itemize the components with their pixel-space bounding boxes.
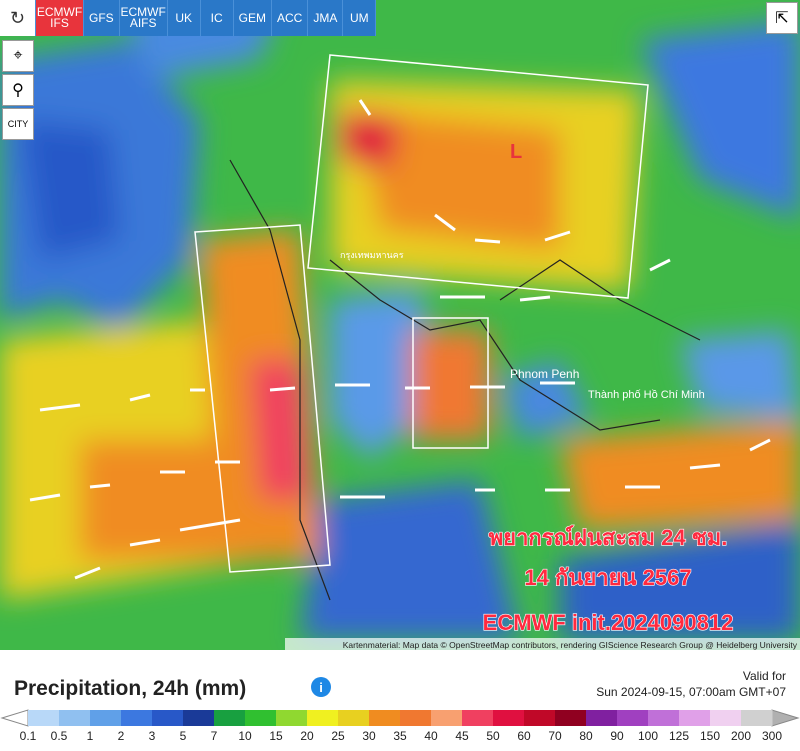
model-button[interactable]: ECMWF IFS — [36, 0, 84, 36]
scale-tick-label: 0.1 — [20, 729, 37, 743]
scale-swatch — [462, 710, 494, 726]
scale-swatch — [121, 710, 153, 726]
scale-tick-label: 1 — [87, 729, 94, 743]
scale-tick-label: 40 — [424, 729, 438, 743]
model-button[interactable]: UK — [167, 0, 201, 36]
attribution: Kartenmaterial: Map data © OpenStreetMap… — [343, 640, 798, 650]
scale-swatch — [59, 710, 91, 726]
scale-tick-label: 20 — [300, 729, 314, 743]
scale-swatch — [307, 710, 339, 726]
model-button[interactable]: IC — [200, 0, 234, 36]
scale-tick-label: 3 — [149, 729, 156, 743]
scale-tick-label: 35 — [393, 729, 407, 743]
map-label: L — [510, 141, 522, 163]
valid-time: Sun 2024-09-15, 07:00am GMT+07 — [596, 685, 786, 699]
scale-tick-label: 80 — [579, 729, 593, 743]
model-toolbar: ↻ ECMWF IFS GFS ECMWF AIFS UK IC GEM ACC JMA UM — [0, 0, 377, 36]
scale-tick-label: 200 — [731, 729, 751, 743]
info-button[interactable] — [311, 677, 331, 697]
model-button[interactable]: ECMWF AIFS — [119, 0, 168, 36]
scale-swatch — [524, 710, 556, 726]
scale-tick-label: 90 — [610, 729, 624, 743]
scale-tick-label: 60 — [517, 729, 531, 743]
scale-swatch — [276, 710, 308, 726]
scale-tick-label: 25 — [331, 729, 345, 743]
scale-tick-label: 30 — [362, 729, 376, 743]
scale-swatch — [400, 710, 432, 726]
attribution-bg — [285, 638, 800, 650]
scale-swatch — [338, 710, 370, 726]
valid-label: Valid for — [743, 669, 786, 683]
scale-swatch — [214, 710, 246, 726]
model-button[interactable]: ACC — [272, 0, 309, 36]
scale-tick-label: 45 — [455, 729, 469, 743]
model-button[interactable]: GFS — [84, 0, 120, 36]
scale-tick-label: 300 — [762, 729, 782, 743]
map: L กรุงเทพมหานคร Phnom Penh Thành phố Hồ Chí… — [0, 0, 800, 650]
scale-tick-label: 10 — [238, 729, 252, 743]
scale-swatch — [152, 710, 184, 726]
scale-tick-label: 100 — [638, 729, 658, 743]
legend-panel: Precipitation, 24h (mm) i Valid for Sun … — [0, 650, 800, 751]
share-button[interactable]: ⇱ — [766, 2, 798, 34]
scale-tick-label: 70 — [548, 729, 562, 743]
scale-swatch — [493, 710, 525, 726]
scale-high-end — [771, 709, 800, 727]
scale-swatch — [617, 710, 649, 726]
map-label: Phnom Penh — [510, 367, 579, 381]
scale-tick-label: 5 — [180, 729, 187, 743]
map-label: Thành phố Hồ Chí Minh — [588, 389, 705, 401]
model-button[interactable]: GEM — [233, 0, 273, 36]
refresh-button[interactable]: ↻ — [0, 0, 36, 36]
scale-tick-label: 150 — [700, 729, 720, 743]
forecast-caption: ECMWF init.2024090812 — [483, 610, 734, 635]
legend: Precipitation, 24h (mm) i Valid for Sun … — [0, 669, 800, 743]
scale-swatch — [586, 710, 618, 726]
scale-swatch — [28, 710, 60, 726]
scale-swatch — [710, 710, 742, 726]
scale-low-end — [0, 709, 29, 727]
scale-tick-label: 2 — [118, 729, 125, 743]
scale-swatch — [369, 710, 401, 726]
scale-tick-label: 0.5 — [51, 729, 68, 743]
scale-tick-label: 15 — [269, 729, 283, 743]
scale-swatch — [245, 710, 277, 726]
scale-swatch — [648, 710, 680, 726]
city-button[interactable]: CITY — [2, 108, 34, 140]
scale-swatch — [741, 710, 773, 726]
model-button[interactable]: JMA — [308, 0, 344, 36]
scale-tick-label: 50 — [486, 729, 500, 743]
scale-swatch — [90, 710, 122, 726]
scale-tick-label: 125 — [669, 729, 689, 743]
forecast-caption: 14 กันยายน 2567 — [524, 565, 691, 590]
info-icon: i — [319, 680, 323, 695]
model-button[interactable]: UM — [343, 0, 377, 36]
zoom-button[interactable]: ⚲ — [2, 74, 34, 106]
scale-swatch — [431, 710, 463, 726]
scale-swatch — [183, 710, 215, 726]
map-label: กรุงเทพมหานคร — [340, 250, 404, 261]
scale-swatch — [679, 710, 711, 726]
scale-tick-label: 7 — [211, 729, 218, 743]
forecast-caption: พยากรณ์ฝนสะสม 24 ชม. — [489, 525, 728, 550]
scale-swatch — [555, 710, 587, 726]
legend-title: Precipitation, 24h (mm) — [14, 677, 246, 700]
location-button[interactable]: ⌖ — [2, 40, 34, 72]
